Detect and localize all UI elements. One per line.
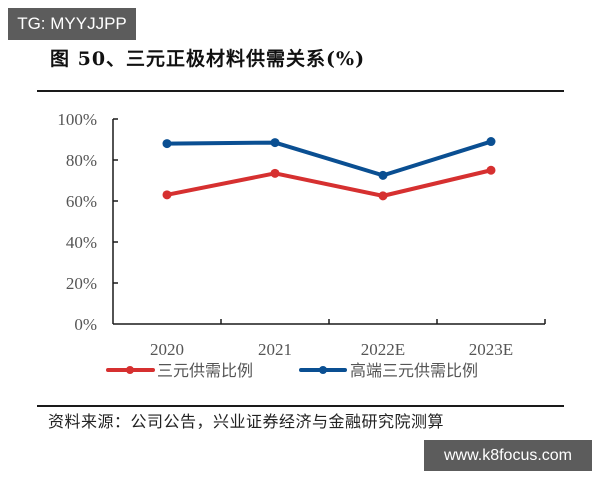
chart-title: 图 50、三元正极材料供需关系(%)	[50, 48, 366, 70]
legend-marker-icon	[319, 366, 327, 374]
data-point-marker	[162, 139, 172, 149]
y-tick-label: 80%	[66, 151, 97, 170]
line-chart: 0% 20% 40% 60% 80% 100% 2020 2021 2022E …	[57, 110, 546, 380]
legend: 三元供需比例 高端三元供需比例	[106, 361, 478, 380]
series-ncm-ratio	[162, 165, 496, 201]
x-tick-label: 2022E	[361, 340, 405, 359]
y-tick-label: 20%	[66, 274, 97, 293]
x-tick-label: 2021	[258, 340, 292, 359]
watermark-top-left: TG: MYYJJPP	[8, 8, 136, 40]
y-tick-label: 60%	[66, 192, 97, 211]
source-note: 资料来源：公司公告，兴业证券经济与金融研究院测算	[48, 412, 445, 431]
legend-label: 三元供需比例	[157, 361, 253, 380]
data-point-marker	[486, 165, 496, 175]
y-axis	[112, 118, 118, 324]
watermark-bottom-right: www.k8focus.com	[424, 440, 592, 471]
data-point-marker	[270, 138, 280, 148]
x-axis	[113, 319, 546, 325]
legend-marker-icon	[126, 366, 134, 374]
y-tick-label: 0%	[74, 315, 97, 334]
source-divider	[37, 405, 564, 407]
legend-label: 高端三元供需比例	[350, 361, 478, 380]
y-tick-label: 100%	[57, 110, 97, 129]
y-tick-label: 40%	[66, 233, 97, 252]
data-point-marker	[378, 170, 388, 180]
legend-item-high-end-ncm-ratio: 高端三元供需比例	[299, 361, 478, 380]
x-tick-labels: 2020 2021 2022E 2023E	[150, 340, 513, 359]
data-point-marker	[270, 168, 280, 178]
data-point-marker	[378, 191, 388, 201]
data-point-marker	[486, 137, 496, 147]
series-high-end-ncm-ratio	[162, 137, 496, 180]
data-point-marker	[162, 190, 172, 200]
title-divider	[37, 90, 564, 92]
x-tick-label: 2023E	[469, 340, 513, 359]
x-tick-label: 2020	[150, 340, 184, 359]
legend-item-ncm-ratio: 三元供需比例	[106, 361, 253, 380]
y-tick-labels: 0% 20% 40% 60% 80% 100%	[57, 110, 97, 334]
